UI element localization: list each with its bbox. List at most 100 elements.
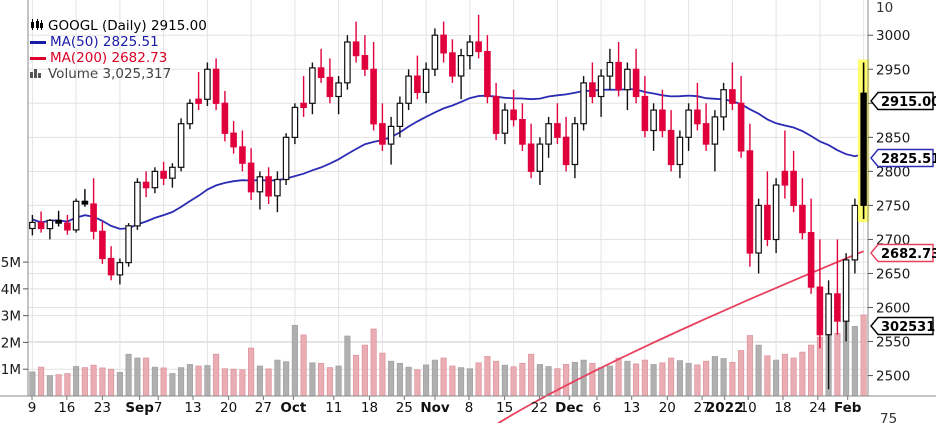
candle-body <box>510 109 517 121</box>
candle-body <box>457 54 465 77</box>
date-axis-labels: 9 16 23 Sep 7 13 20 27 Oct 11 18 25 Nov 8 15 22 Dec 6 13 20… <box>28 396 862 416</box>
date-tick-label: 18 <box>774 400 791 416</box>
candle-body <box>711 116 719 145</box>
candle-body <box>694 109 701 125</box>
volume-bar <box>361 344 368 397</box>
volume-bar <box>729 361 736 397</box>
candle-body <box>571 123 579 166</box>
volume-bar <box>38 366 45 397</box>
volume-bar <box>799 351 806 397</box>
candle-body <box>589 82 596 98</box>
candle-body <box>632 68 640 98</box>
volume-bar <box>694 364 701 397</box>
volume-bar <box>414 369 421 397</box>
candle-body <box>641 95 649 132</box>
candle-body <box>580 82 587 125</box>
last-price-tag-outline <box>870 91 934 111</box>
candle-body <box>239 146 246 164</box>
date-tick-label: 25 <box>396 400 413 416</box>
volume-bar <box>213 353 220 397</box>
volume-bar <box>589 362 596 397</box>
candle-body <box>212 68 220 104</box>
candle-body <box>851 204 859 261</box>
candle-body <box>799 204 806 234</box>
date-tick-label: 10 <box>740 400 757 416</box>
date-tick-label: Oct <box>280 400 306 416</box>
volume-bar <box>396 362 403 397</box>
candle-body <box>562 136 570 166</box>
volume-bar <box>55 374 62 397</box>
candle-body <box>90 203 97 232</box>
candle-body <box>169 166 176 179</box>
candle-body <box>597 75 605 98</box>
candle-body <box>860 92 867 206</box>
date-tick-label: 11 <box>325 400 342 416</box>
candle-body <box>361 54 369 70</box>
volume-bar <box>405 366 412 397</box>
candle-body <box>309 67 316 104</box>
candle-body <box>405 75 412 104</box>
volume-bar <box>335 365 342 397</box>
candle-body <box>317 67 325 79</box>
volume-tick-label: 1M <box>1 362 21 378</box>
candle-body <box>650 109 657 132</box>
volume-bar <box>370 328 377 397</box>
volume-bar <box>466 368 473 397</box>
candle-body <box>746 150 754 254</box>
candle-body <box>685 109 692 138</box>
volume-bar <box>860 314 867 397</box>
volume-bar <box>738 350 745 397</box>
price-tick-label: 2850 <box>876 130 910 146</box>
plot-background <box>28 0 868 396</box>
candle-body <box>247 162 255 193</box>
candle-body <box>379 123 386 145</box>
volume-bar <box>29 371 36 397</box>
volume-bar <box>650 364 657 397</box>
candle-body <box>265 176 272 197</box>
volume-bar <box>510 366 517 397</box>
volume-bar <box>808 344 815 397</box>
last-price-tag-text: 2915.00 <box>881 95 936 110</box>
volume-tick-label: 3M <box>1 309 21 325</box>
candle-body <box>615 61 622 91</box>
candle-body <box>755 204 762 254</box>
volume-bar <box>773 359 780 397</box>
candle-body <box>81 200 89 205</box>
volume-bar <box>46 375 53 397</box>
volume-bar <box>598 367 605 397</box>
clipped-bottom-label: 75 <box>880 411 897 423</box>
volume-bar <box>160 367 167 397</box>
candle-body <box>177 123 185 168</box>
candle-body <box>387 125 395 145</box>
candle-body <box>55 219 62 224</box>
volume-bar <box>668 357 675 397</box>
candle-body <box>72 200 80 231</box>
volume-bar <box>501 364 508 397</box>
candle-body <box>370 68 377 125</box>
volume-bar <box>256 365 263 397</box>
volume-bar <box>685 362 692 397</box>
candle-body <box>492 95 500 134</box>
candle-body <box>816 286 824 336</box>
date-tick-label: 13 <box>623 400 640 416</box>
candle-body <box>825 293 832 336</box>
candle-body <box>291 106 299 139</box>
volume-bar <box>484 356 491 397</box>
price-tick-label: 2500 <box>876 369 910 385</box>
candle-body <box>151 170 159 189</box>
candle-body <box>414 75 421 93</box>
volume-tick-label: 5M <box>1 255 21 271</box>
date-tick-label: 2022 <box>706 400 744 416</box>
volume-bar <box>73 366 80 397</box>
ma200-line <box>496 250 864 423</box>
date-tick-label: 15 <box>496 400 513 416</box>
volume-bar <box>720 358 727 397</box>
date-tick-label: 27 <box>694 400 711 416</box>
candle-body <box>142 181 150 189</box>
ma200-tag-outline <box>870 243 934 263</box>
candle-body <box>29 221 36 230</box>
volume-bar <box>659 362 666 397</box>
candle-body <box>702 123 710 145</box>
